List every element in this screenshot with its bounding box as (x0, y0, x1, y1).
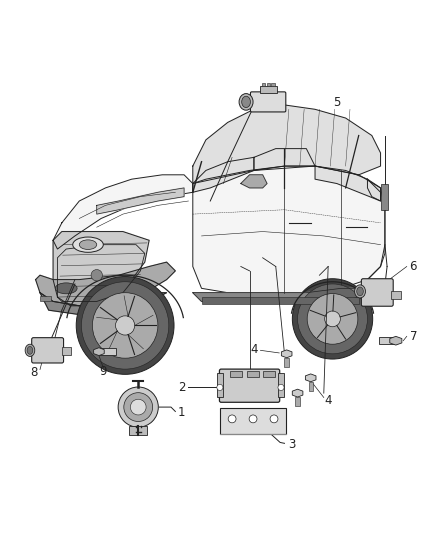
Polygon shape (254, 149, 315, 171)
Text: 9: 9 (99, 365, 107, 378)
Polygon shape (315, 166, 381, 201)
Text: 2: 2 (178, 381, 186, 394)
Text: 4: 4 (250, 343, 258, 356)
Circle shape (118, 387, 158, 427)
Circle shape (325, 311, 340, 327)
Bar (295, 398, 300, 406)
Circle shape (297, 284, 367, 354)
Bar (99, 348, 117, 354)
Circle shape (270, 415, 278, 423)
Circle shape (116, 316, 135, 335)
Circle shape (228, 415, 236, 423)
Circle shape (76, 277, 174, 374)
Bar (381, 183, 389, 210)
Polygon shape (193, 288, 359, 302)
Bar (201, 297, 359, 304)
Ellipse shape (27, 346, 33, 354)
Circle shape (307, 294, 358, 344)
Polygon shape (367, 179, 381, 201)
Ellipse shape (239, 94, 253, 110)
Ellipse shape (355, 285, 365, 298)
Polygon shape (40, 293, 166, 314)
Bar (272, 83, 275, 86)
Circle shape (278, 384, 284, 391)
FancyBboxPatch shape (219, 369, 280, 402)
Text: 5: 5 (333, 96, 341, 109)
Circle shape (292, 279, 373, 359)
Bar (262, 83, 265, 86)
Polygon shape (390, 336, 402, 345)
Polygon shape (292, 389, 303, 397)
Ellipse shape (79, 240, 97, 249)
Circle shape (249, 415, 257, 423)
Bar (278, 374, 285, 398)
Bar (217, 374, 223, 398)
Ellipse shape (73, 237, 103, 252)
Polygon shape (97, 188, 184, 214)
Text: 1: 1 (178, 406, 186, 419)
Text: 8: 8 (30, 366, 37, 378)
Polygon shape (193, 166, 385, 293)
Circle shape (131, 399, 146, 415)
Bar (263, 372, 276, 376)
Bar (379, 337, 396, 344)
Polygon shape (35, 262, 175, 306)
Polygon shape (305, 374, 316, 382)
Text: 6: 6 (410, 260, 417, 273)
Text: 3: 3 (289, 438, 296, 451)
FancyBboxPatch shape (251, 92, 286, 112)
Circle shape (124, 393, 152, 422)
Bar (359, 286, 385, 293)
Polygon shape (53, 231, 149, 306)
Polygon shape (281, 350, 292, 358)
Bar (308, 382, 313, 391)
Text: 4: 4 (325, 394, 332, 407)
Bar (267, 83, 270, 86)
FancyBboxPatch shape (32, 338, 64, 363)
Ellipse shape (357, 287, 363, 296)
Bar (40, 296, 51, 302)
FancyBboxPatch shape (361, 279, 393, 306)
Circle shape (81, 282, 169, 369)
Circle shape (91, 270, 102, 281)
Bar (130, 426, 147, 435)
Bar (220, 408, 286, 434)
Text: 7: 7 (410, 330, 417, 343)
Circle shape (92, 293, 158, 358)
Polygon shape (193, 157, 254, 192)
Bar (392, 290, 401, 299)
Polygon shape (241, 175, 267, 188)
Ellipse shape (242, 96, 251, 108)
Polygon shape (193, 105, 381, 183)
Polygon shape (53, 175, 193, 249)
Bar (62, 348, 71, 355)
Ellipse shape (25, 344, 35, 357)
Bar (247, 372, 259, 376)
Bar (285, 358, 289, 367)
Bar (230, 372, 242, 376)
Circle shape (217, 384, 223, 391)
Ellipse shape (55, 283, 77, 294)
Polygon shape (94, 348, 104, 356)
Bar (261, 86, 277, 93)
